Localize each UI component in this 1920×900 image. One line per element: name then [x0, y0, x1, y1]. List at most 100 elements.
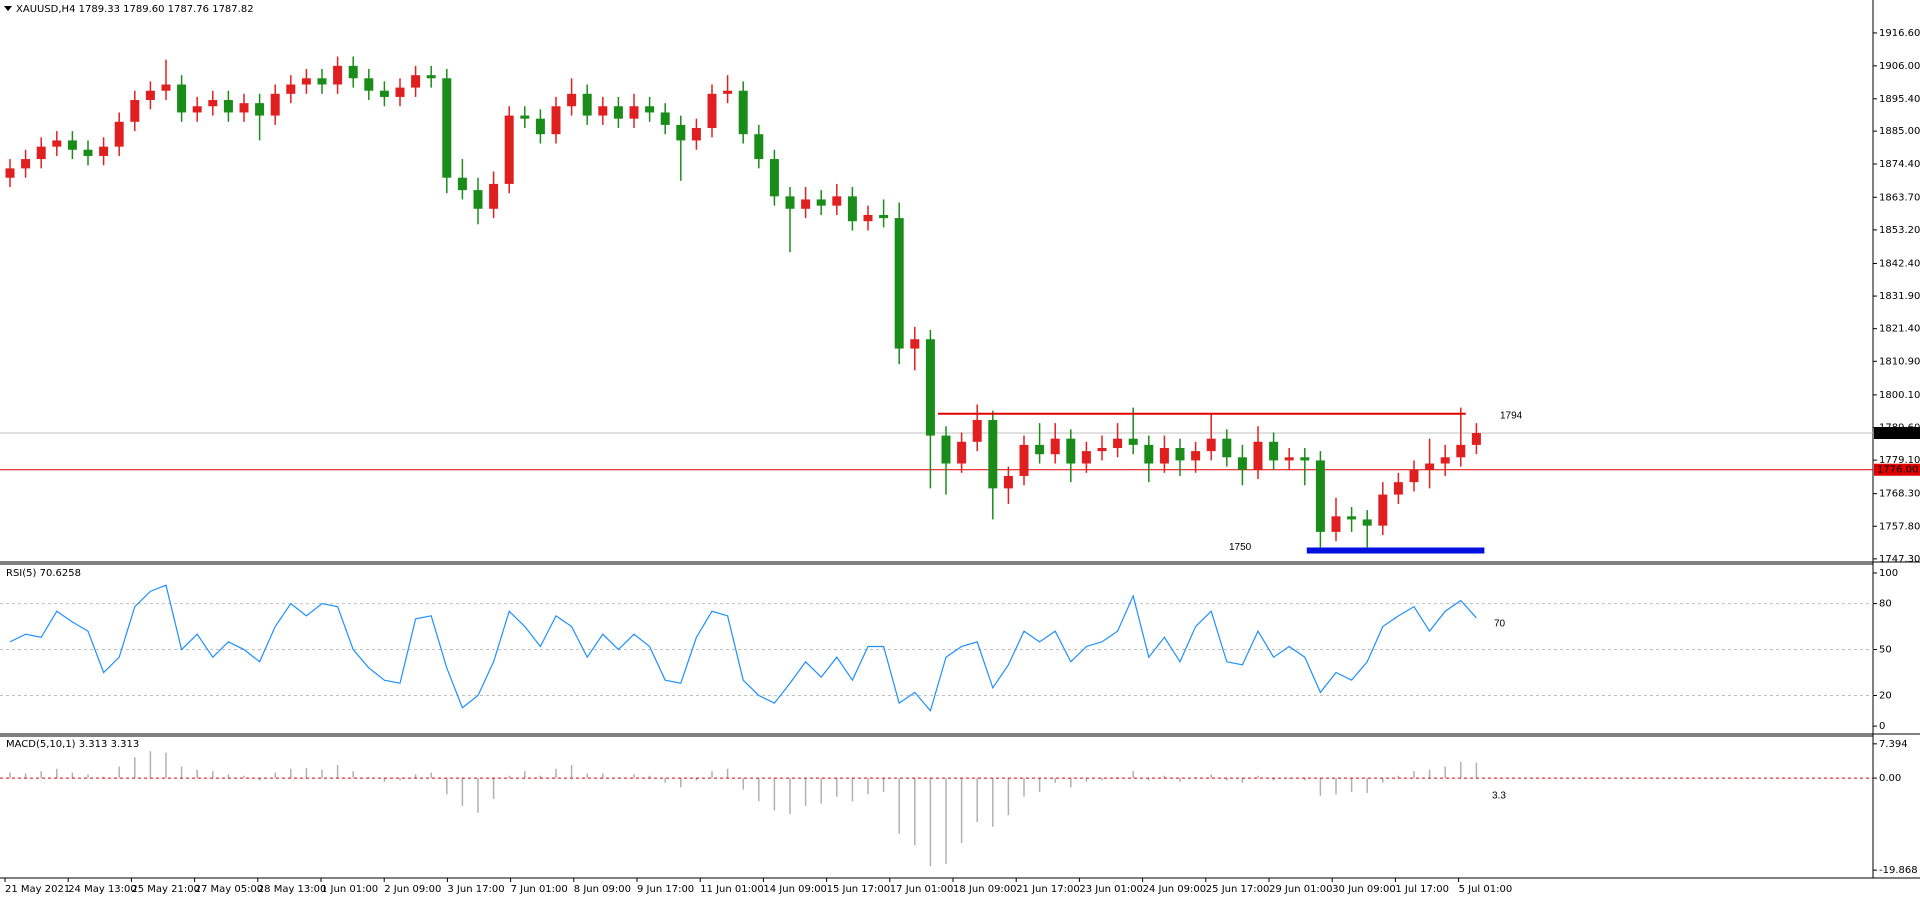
y-tick-label: 1810.90	[1879, 356, 1920, 367]
candle-body	[1035, 444, 1045, 455]
candle-body	[972, 420, 982, 442]
y-tick-label: 1906.00	[1879, 61, 1920, 72]
candle-body	[395, 87, 405, 97]
candle-body	[348, 65, 358, 79]
candle-body	[1003, 475, 1013, 489]
y-tick-label: 1895.40	[1879, 94, 1920, 105]
candle-body	[847, 196, 857, 222]
candle-body	[1347, 516, 1357, 520]
y-tick-label: 80	[1879, 599, 1892, 610]
candle-body	[1456, 444, 1466, 458]
y-tick-label: 100	[1879, 568, 1898, 579]
candle-body	[1331, 516, 1341, 532]
macd-note: 3.3	[1492, 791, 1506, 802]
x-tick-label: 7 Jun 01:00	[511, 884, 568, 895]
candle-body	[411, 75, 421, 88]
candle-body	[1113, 438, 1123, 448]
support-label: 1750	[1229, 542, 1252, 553]
candle-body	[177, 84, 187, 113]
x-tick-label: 24 Jun 09:00	[1143, 884, 1207, 895]
x-tick-label: 21 Jun 17:00	[1016, 884, 1080, 895]
candle-body	[1409, 469, 1419, 483]
x-tick-label: 25 Jun 17:00	[1206, 884, 1270, 895]
candle-body	[1440, 457, 1450, 464]
candle-body	[785, 196, 795, 209]
y-tick-label: 1916.60	[1879, 28, 1920, 39]
candle-body	[1253, 441, 1263, 470]
y-tick-label: 1842.40	[1879, 258, 1920, 269]
current-price-label: 1787.82	[1877, 428, 1918, 439]
macd-title: MACD(5,10,1) 3.313 3.313	[6, 739, 139, 750]
candle-body	[99, 146, 109, 156]
candle-body	[1081, 451, 1091, 464]
x-tick-label: 11 Jun 01:00	[700, 884, 764, 895]
y-tick-label: 1885.00	[1879, 126, 1920, 137]
x-tick-label: 1 Jun 01:00	[321, 884, 378, 895]
y-tick-label: 50	[1879, 645, 1892, 656]
candle-body	[582, 93, 592, 116]
candle-body	[379, 90, 389, 97]
candle-body	[1300, 457, 1310, 461]
menu-icon[interactable]	[4, 6, 12, 11]
x-tick-label: 24 May 13:00	[68, 884, 137, 895]
candle-body	[1050, 438, 1060, 455]
candle-body	[567, 93, 577, 107]
x-tick-label: 30 Jun 09:00	[1332, 884, 1396, 895]
candle-body	[613, 106, 623, 119]
candle-body	[520, 115, 530, 119]
y-tick-label: 1779.10	[1879, 455, 1920, 466]
candle-body	[442, 78, 452, 178]
candle-body	[504, 115, 514, 184]
candle-body	[67, 140, 77, 150]
candle-body	[645, 106, 655, 113]
x-tick-label: 15 Jun 17:00	[827, 884, 891, 895]
candle-body	[1206, 438, 1216, 452]
candle-body	[5, 168, 15, 178]
candle-body	[192, 106, 202, 113]
x-tick-label: 17 Jun 01:00	[890, 884, 954, 895]
candle-body	[738, 90, 748, 135]
candle-body	[769, 159, 779, 197]
x-tick-label: 9 Jun 17:00	[637, 884, 694, 895]
candle-body	[333, 65, 343, 85]
candle-body	[1066, 438, 1076, 464]
candle-body	[1237, 457, 1247, 470]
candle-body	[286, 84, 296, 94]
candle-body	[754, 134, 764, 160]
candle-body	[130, 100, 140, 122]
y-tick-label: 7.394	[1879, 739, 1908, 750]
x-tick-label: 5 Jul 01:00	[1459, 884, 1513, 895]
candle-body	[255, 103, 265, 116]
candle-body	[317, 78, 327, 85]
x-tick-label: 1 Jul 17:00	[1395, 884, 1449, 895]
candle-body	[1019, 444, 1029, 476]
y-tick-label: 1853.20	[1879, 225, 1920, 236]
y-tick-label: 1768.30	[1879, 489, 1920, 500]
candle-body	[660, 112, 670, 125]
candle-body	[1471, 433, 1481, 445]
candle-body	[879, 214, 889, 219]
candle-body	[1144, 444, 1154, 464]
candle-body	[301, 78, 311, 85]
x-tick-label: 28 May 13:00	[258, 884, 327, 895]
candle-body	[208, 100, 218, 107]
candle-body	[1378, 494, 1388, 526]
y-tick-label: -19.868	[1879, 865, 1918, 876]
y-tick-label: 1863.70	[1879, 192, 1920, 203]
candle-body	[941, 435, 951, 464]
candle-body	[364, 78, 374, 91]
candle-body	[863, 214, 873, 222]
candle-body	[1393, 482, 1403, 495]
candle-body	[691, 127, 701, 141]
candle-body	[988, 420, 998, 489]
candle-body	[925, 339, 935, 436]
candle-body	[1269, 441, 1279, 461]
x-tick-label: 21 May 2021	[5, 884, 70, 895]
candle-body	[676, 124, 686, 141]
y-tick-label: 1831.90	[1879, 291, 1920, 302]
x-tick-label: 25 May 21:00	[131, 884, 200, 895]
candle-body	[832, 196, 842, 206]
x-tick-label: 8 Jun 09:00	[574, 884, 631, 895]
candle-body	[1128, 438, 1138, 445]
